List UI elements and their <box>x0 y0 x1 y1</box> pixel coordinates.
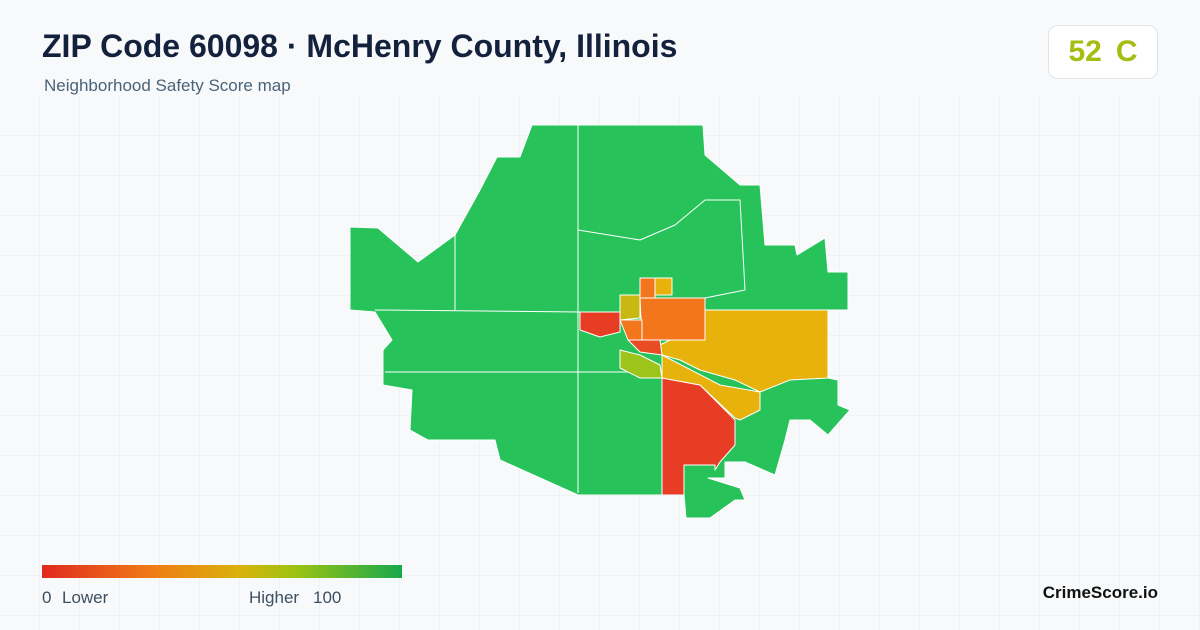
score-grade: C <box>1115 35 1138 68</box>
region <box>654 277 673 296</box>
region-border <box>374 309 581 313</box>
region <box>619 294 641 321</box>
region <box>661 377 736 496</box>
region <box>619 349 663 379</box>
map-regions <box>349 124 851 519</box>
legend-min-label: Lower <box>62 588 109 607</box>
region <box>639 277 656 299</box>
subtitle: Neighborhood Safety Score map <box>44 76 291 95</box>
region <box>661 354 761 421</box>
region <box>639 297 706 341</box>
region <box>579 311 621 338</box>
score-badge: 52 C <box>1048 25 1158 79</box>
brand: CrimeScore.io <box>1042 583 1158 602</box>
region-border <box>577 199 746 299</box>
score-value: 52 <box>1068 35 1102 68</box>
legend-min: 0 <box>42 588 52 607</box>
legend-gradient <box>42 565 402 578</box>
legend-max: 100 <box>313 588 342 607</box>
legend-max-label: Higher <box>249 588 300 607</box>
title: ZIP Code 60098 · McHenry County, Illinoi… <box>42 28 678 64</box>
